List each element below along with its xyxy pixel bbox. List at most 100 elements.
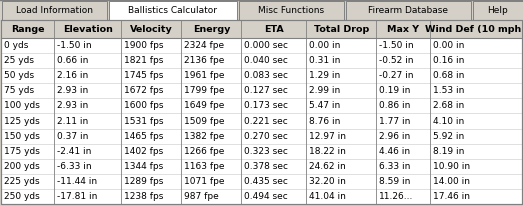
- Text: Misc Functions: Misc Functions: [258, 6, 325, 15]
- Text: 1344 fps: 1344 fps: [124, 162, 164, 171]
- Text: 5.47 in: 5.47 in: [310, 101, 340, 110]
- Text: 1163 fpe: 1163 fpe: [185, 162, 225, 171]
- Text: 4.10 in: 4.10 in: [433, 117, 464, 125]
- Text: 1266 fpe: 1266 fpe: [185, 147, 225, 156]
- Text: -1.50 in: -1.50 in: [58, 41, 92, 50]
- Text: Velocity: Velocity: [130, 25, 173, 34]
- Bar: [1, 20, 522, 204]
- Text: 25 yds: 25 yds: [4, 56, 34, 65]
- Text: -0.27 in: -0.27 in: [379, 71, 414, 80]
- Text: 2.93 in: 2.93 in: [58, 86, 89, 95]
- Text: 2.99 in: 2.99 in: [310, 86, 340, 95]
- Text: 14.00 in: 14.00 in: [433, 177, 470, 186]
- Text: 0.173 sec: 0.173 sec: [244, 101, 288, 110]
- Text: 0.00 in: 0.00 in: [310, 41, 341, 50]
- Text: 8.19 in: 8.19 in: [433, 147, 464, 156]
- Text: 10.90 in: 10.90 in: [433, 162, 470, 171]
- Text: 1402 fps: 1402 fps: [124, 147, 164, 156]
- Text: 1961 fpe: 1961 fpe: [185, 71, 225, 80]
- Text: Elevation: Elevation: [63, 25, 113, 34]
- Bar: [2, 1, 107, 20]
- Text: 1.53 in: 1.53 in: [433, 86, 464, 95]
- Text: 0.31 in: 0.31 in: [310, 56, 341, 65]
- Text: 1382 fpe: 1382 fpe: [185, 132, 225, 140]
- Text: 1672 fps: 1672 fps: [124, 86, 164, 95]
- Text: 1900 fps: 1900 fps: [124, 41, 164, 50]
- Text: 2.16 in: 2.16 in: [58, 71, 89, 80]
- Text: 0.86 in: 0.86 in: [379, 101, 411, 110]
- Text: 0.221 sec: 0.221 sec: [244, 117, 288, 125]
- Text: 0.000 sec: 0.000 sec: [244, 41, 288, 50]
- Text: 0.435 sec: 0.435 sec: [244, 177, 288, 186]
- Text: 11.26...: 11.26...: [379, 192, 414, 201]
- Text: 0.19 in: 0.19 in: [379, 86, 411, 95]
- Text: 1071 fpe: 1071 fpe: [185, 177, 225, 186]
- Text: 0 yds: 0 yds: [4, 41, 28, 50]
- Text: ETA: ETA: [264, 25, 284, 34]
- Text: 2.93 in: 2.93 in: [58, 101, 89, 110]
- Text: 100 yds: 100 yds: [4, 101, 40, 110]
- Text: 50 yds: 50 yds: [4, 71, 34, 80]
- Text: 2136 fpe: 2136 fpe: [185, 56, 225, 65]
- Text: Max Y: Max Y: [387, 25, 419, 34]
- Bar: [1, 20, 522, 38]
- Bar: [109, 1, 237, 21]
- Text: Ballistics Calculator: Ballistics Calculator: [129, 6, 218, 15]
- Text: 32.20 in: 32.20 in: [310, 177, 346, 186]
- Text: 0.66 in: 0.66 in: [58, 56, 89, 65]
- Text: 125 yds: 125 yds: [4, 117, 40, 125]
- Text: 1649 fpe: 1649 fpe: [185, 101, 225, 110]
- Text: 1531 fps: 1531 fps: [124, 117, 164, 125]
- Text: 0.37 in: 0.37 in: [58, 132, 89, 140]
- Text: Help: Help: [487, 6, 508, 15]
- Text: 250 yds: 250 yds: [4, 192, 40, 201]
- Text: -11.44 in: -11.44 in: [58, 177, 97, 186]
- Text: Range: Range: [11, 25, 44, 34]
- Text: 8.76 in: 8.76 in: [310, 117, 341, 125]
- Text: 2324 fpe: 2324 fpe: [185, 41, 224, 50]
- Text: Firearm Database: Firearm Database: [369, 6, 449, 15]
- Text: -6.33 in: -6.33 in: [58, 162, 92, 171]
- Text: 6.33 in: 6.33 in: [379, 162, 411, 171]
- Text: 2.11 in: 2.11 in: [58, 117, 89, 125]
- Text: 1821 fps: 1821 fps: [124, 56, 164, 65]
- Text: 0.68 in: 0.68 in: [433, 71, 464, 80]
- Text: 0.323 sec: 0.323 sec: [244, 147, 288, 156]
- Text: 225 yds: 225 yds: [4, 177, 40, 186]
- Bar: [473, 1, 523, 20]
- Text: 1289 fps: 1289 fps: [124, 177, 164, 186]
- Text: 8.59 in: 8.59 in: [379, 177, 411, 186]
- Text: 18.22 in: 18.22 in: [310, 147, 346, 156]
- Text: 1600 fps: 1600 fps: [124, 101, 164, 110]
- Text: 0.16 in: 0.16 in: [433, 56, 464, 65]
- Text: 0.494 sec: 0.494 sec: [244, 192, 288, 201]
- Text: 0.127 sec: 0.127 sec: [244, 86, 288, 95]
- Text: 987 fpe: 987 fpe: [185, 192, 219, 201]
- Text: 0.378 sec: 0.378 sec: [244, 162, 288, 171]
- Text: 17.46 in: 17.46 in: [433, 192, 470, 201]
- Text: 12.97 in: 12.97 in: [310, 132, 346, 140]
- Text: 0.040 sec: 0.040 sec: [244, 56, 288, 65]
- Text: 41.04 in: 41.04 in: [310, 192, 346, 201]
- Text: -17.81 in: -17.81 in: [58, 192, 98, 201]
- Text: 1.77 in: 1.77 in: [379, 117, 411, 125]
- Text: 175 yds: 175 yds: [4, 147, 40, 156]
- Bar: [0, 0, 523, 20]
- Text: 1238 fps: 1238 fps: [124, 192, 164, 201]
- Text: 2.68 in: 2.68 in: [433, 101, 464, 110]
- Bar: [239, 1, 344, 20]
- Text: 1465 fps: 1465 fps: [124, 132, 164, 140]
- Bar: [1, 20, 522, 204]
- Text: 24.62 in: 24.62 in: [310, 162, 346, 171]
- Text: 0.270 sec: 0.270 sec: [244, 132, 288, 140]
- Text: 0.083 sec: 0.083 sec: [244, 71, 288, 80]
- Text: 1.29 in: 1.29 in: [310, 71, 340, 80]
- Text: Total Drop: Total Drop: [314, 25, 369, 34]
- Text: Energy: Energy: [192, 25, 230, 34]
- Text: 2.96 in: 2.96 in: [379, 132, 411, 140]
- Text: 1799 fpe: 1799 fpe: [185, 86, 225, 95]
- Text: 1745 fps: 1745 fps: [124, 71, 164, 80]
- Text: 200 yds: 200 yds: [4, 162, 40, 171]
- Text: 0.00 in: 0.00 in: [433, 41, 464, 50]
- Text: 75 yds: 75 yds: [4, 86, 34, 95]
